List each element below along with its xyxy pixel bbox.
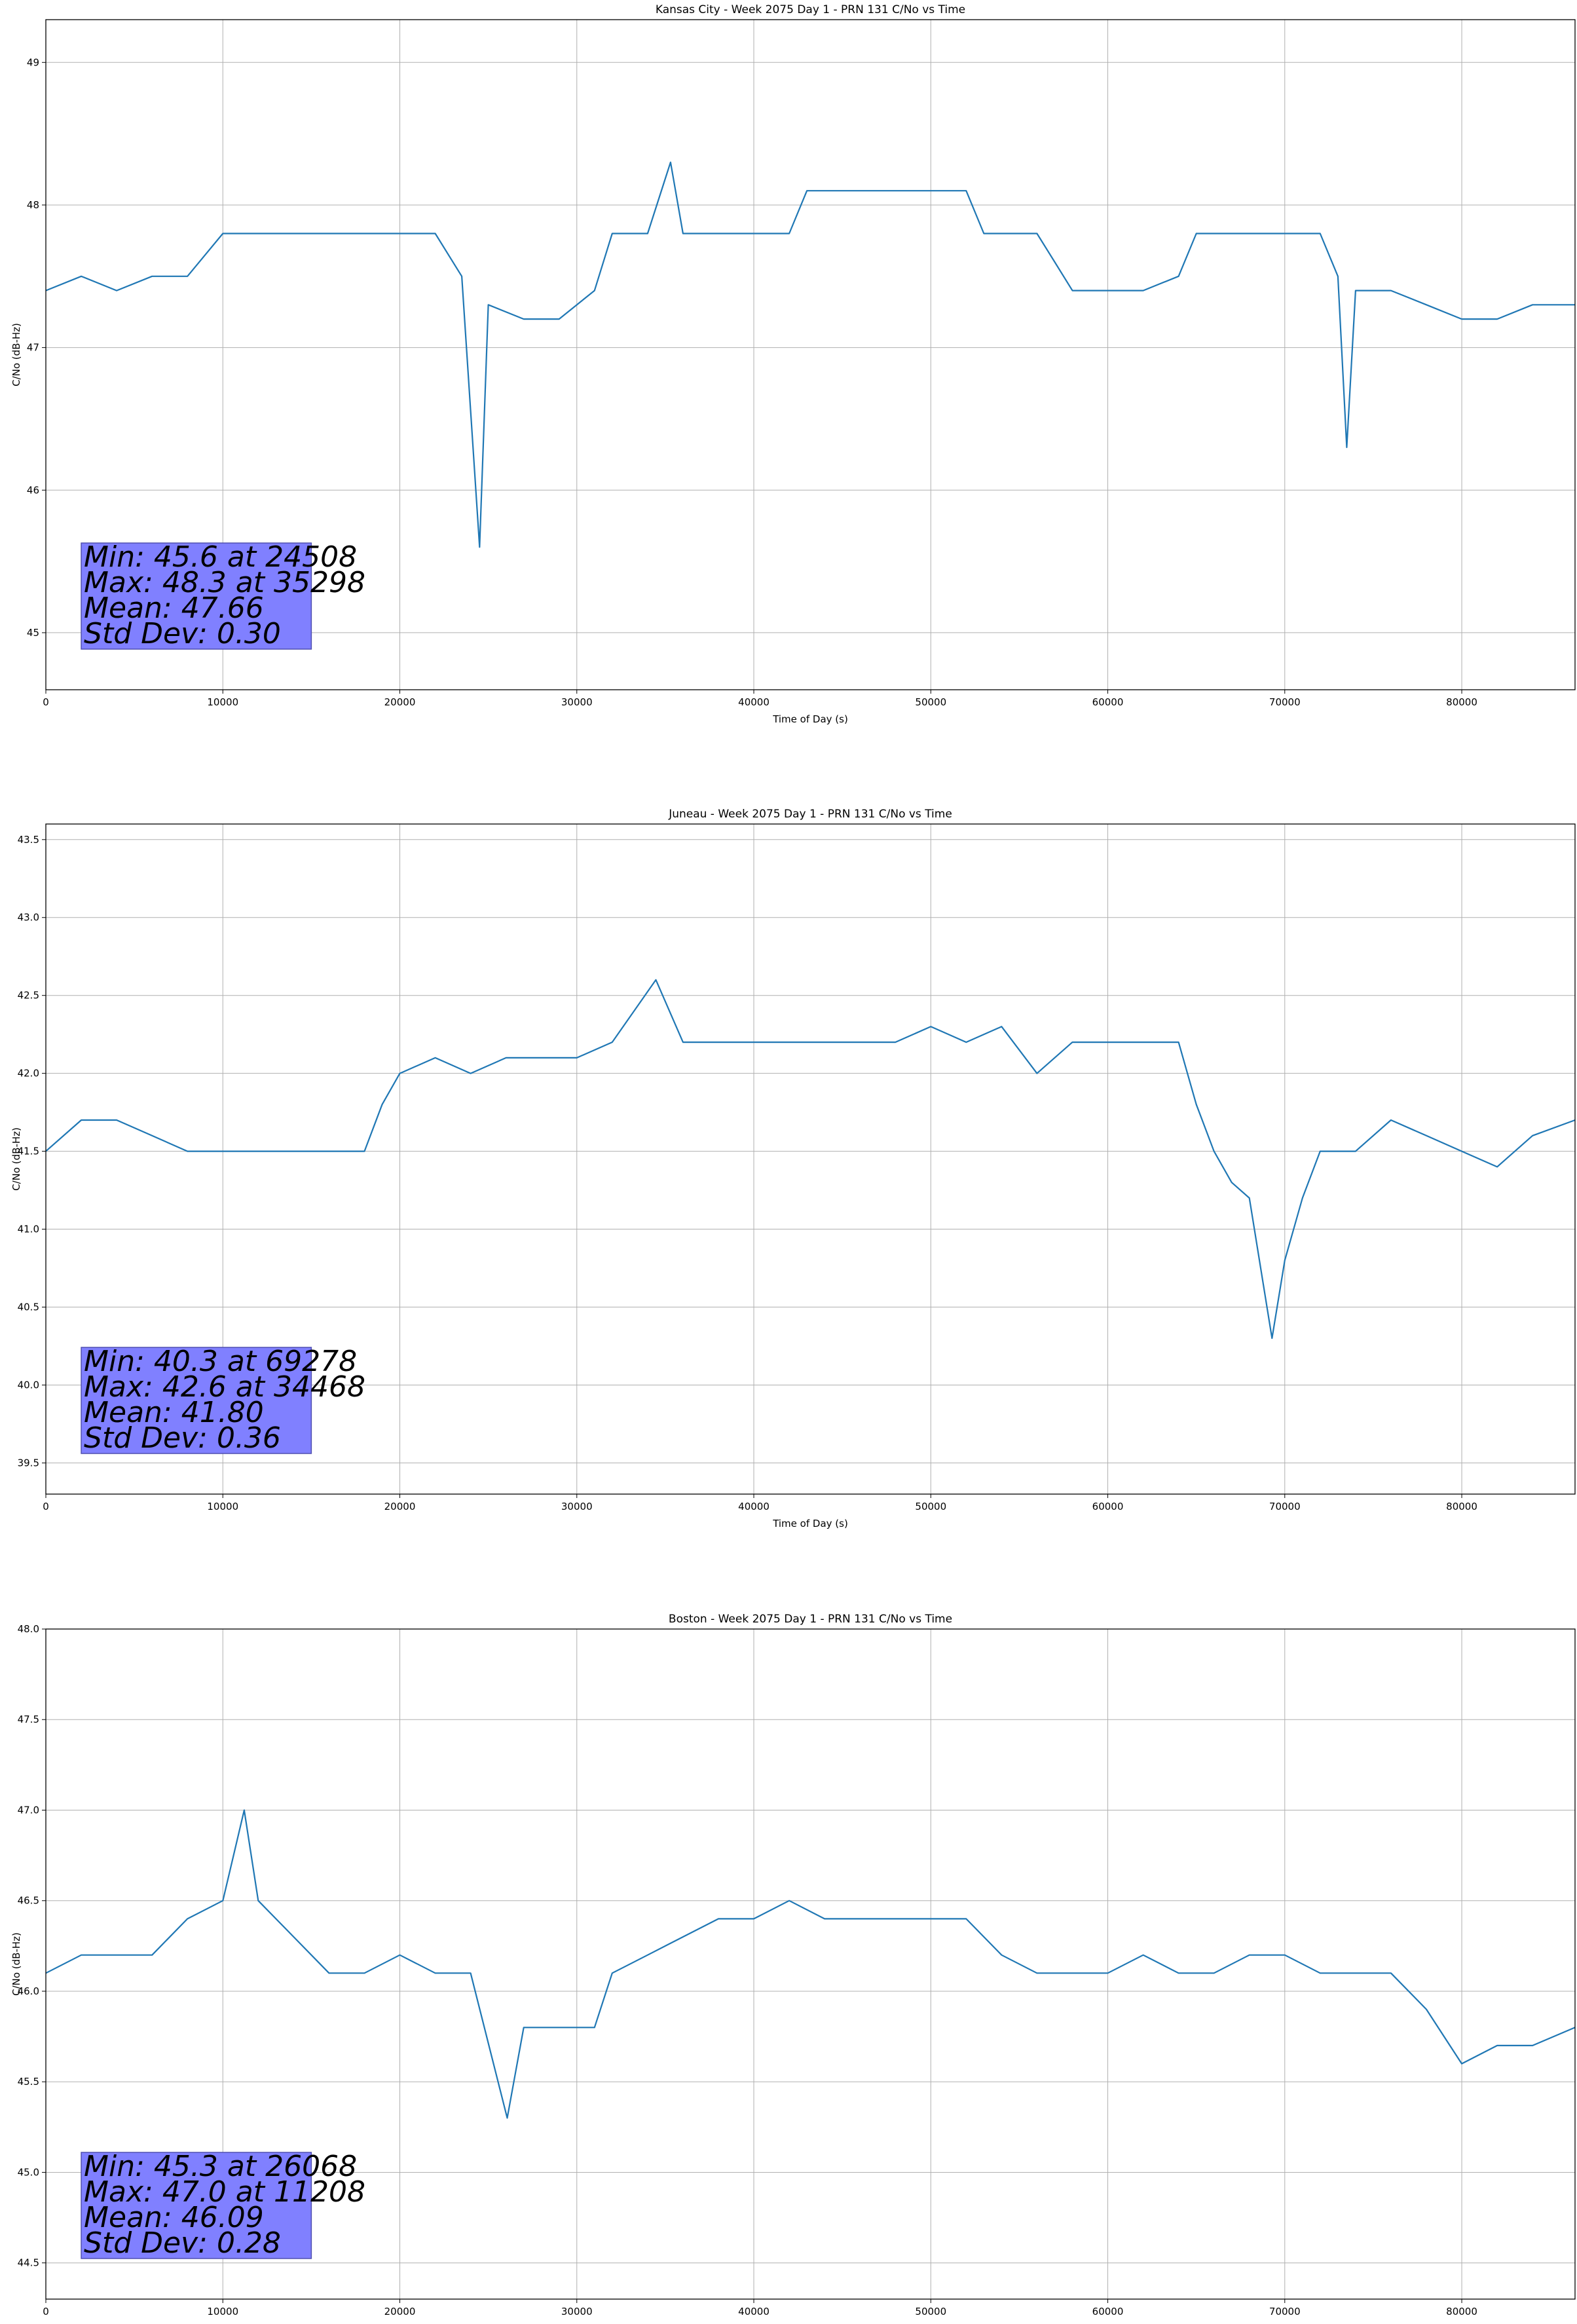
x-tick-label: 40000 [738,696,770,708]
y-tick-label: 45.5 [18,2076,39,2088]
y-tick-label: 41.5 [18,1146,39,1157]
x-tick-label: 70000 [1269,2306,1301,2317]
stats-line: Std Dev: 0.28 [84,2226,281,2260]
x-tick-label: 70000 [1269,696,1301,708]
y-tick-label: 42.5 [18,990,39,1002]
chart-title: Kansas City - Week 2075 Day 1 - PRN 131 … [656,3,965,16]
y-tick-label: 44.5 [18,2257,39,2269]
x-tick-label: 70000 [1269,1501,1301,1512]
x-tick-label: 20000 [384,696,416,708]
stats-line: Std Dev: 0.36 [84,1421,281,1455]
y-axis-label: C/No (dB-Hz) [10,1932,22,1996]
y-axis-label: C/No (dB-Hz) [10,1127,22,1191]
stats-box [81,2152,312,2259]
x-tick-label: 40000 [738,2306,770,2317]
y-tick-label: 46.5 [18,1895,39,1907]
y-tick-label: 42.0 [18,1068,39,1079]
x-tick-label: 50000 [915,696,946,708]
x-tick-label: 30000 [561,696,593,708]
stats-box [81,542,312,650]
y-tick-label: 43.5 [18,834,39,846]
plot-frame [45,823,1576,1495]
y-tick-label: 41.0 [18,1224,39,1235]
chart-panel-1: 0 10000 20000 30000 40000 50000 60000 70000 8000… [10,3,1576,725]
y-axis-label: C/No (dB-Hz) [10,323,22,386]
stats-box [81,1347,312,1454]
x-tick-label: 30000 [561,2306,593,2317]
stats-line: Max: 42.6 at 34468 [84,1370,365,1404]
x-tick-label: 30000 [561,1501,593,1512]
y-tick-label: 48 [27,199,39,211]
x-tick-label: 50000 [915,1501,946,1512]
x-tick-label: 0 [43,1501,49,1512]
stats-line: Min: 45.3 at 26068 [84,2150,357,2183]
x-tick-label: 60000 [1092,2306,1124,2317]
x-tick-label: 40000 [738,1501,770,1512]
y-tick-label: 46 [27,484,39,496]
y-tick-label: 48.0 [18,1623,39,1635]
stats-line: Mean: 47.66 [84,591,264,625]
y-tick-label: 43.0 [18,912,39,924]
x-tick-label: 10000 [207,2306,238,2317]
plot-frame [45,19,1576,690]
x-axis-label: Time of Day (s) [772,1518,848,1529]
y-tick-label: 47.0 [18,1804,39,1816]
chart-panel-3: 0 10000 20000 30000 40000 50000 60000 70000 8000… [10,1613,1576,2324]
y-tick-label: 49 [27,56,39,68]
y-tick-label: 47.5 [18,1714,39,1725]
series-line [45,161,1575,548]
x-tick-label: 20000 [384,2306,416,2317]
stats-line: Mean: 46.09 [84,2201,264,2234]
stats-line: Std Dev: 0.30 [84,617,281,650]
y-tick-label: 39.5 [18,1457,39,1469]
x-tick-label: 60000 [1092,696,1124,708]
chart-title: Juneau - Week 2075 Day 1 - PRN 131 C/No … [668,808,952,821]
y-tick-label: 45 [27,627,39,639]
y-tick-label: 45.0 [18,2166,39,2178]
stats-line: Min: 45.6 at 24508 [84,540,357,574]
y-tick-label: 46.0 [18,1985,39,1997]
x-axis-label: Time of Day (s) [772,2323,848,2324]
y-tick-label: 47 [27,342,39,354]
series-line [45,979,1576,1340]
x-tick-label: 0 [43,696,49,708]
stats-line: Max: 47.0 at 11208 [84,2175,365,2209]
chart-panel-2: 0 10000 20000 30000 40000 50000 60000 70000 8000… [10,808,1576,1529]
stats-line: Max: 48.3 at 35298 [84,566,365,599]
stats-line: Min: 40.3 at 69278 [84,1345,357,1378]
y-tick-label: 40.0 [18,1379,39,1391]
x-tick-label: 10000 [207,1501,238,1512]
x-tick-label: 80000 [1446,2306,1477,2317]
x-tick-label: 50000 [915,2306,946,2317]
x-tick-label: 80000 [1446,696,1477,708]
x-tick-label: 80000 [1446,1501,1477,1512]
x-axis-label: Time of Day (s) [772,713,848,725]
x-tick-label: 60000 [1092,1501,1124,1512]
series-line [45,1809,1576,2119]
x-tick-label: 10000 [207,696,238,708]
x-tick-label: 20000 [384,1501,416,1512]
y-tick-label: 40.5 [18,1302,39,1313]
chart-title: Boston - Week 2075 Day 1 - PRN 131 C/No … [669,1613,952,1626]
stats-line: Mean: 41.80 [84,1396,264,1429]
x-tick-label: 0 [43,2306,49,2317]
plot-frame [45,1628,1576,2300]
